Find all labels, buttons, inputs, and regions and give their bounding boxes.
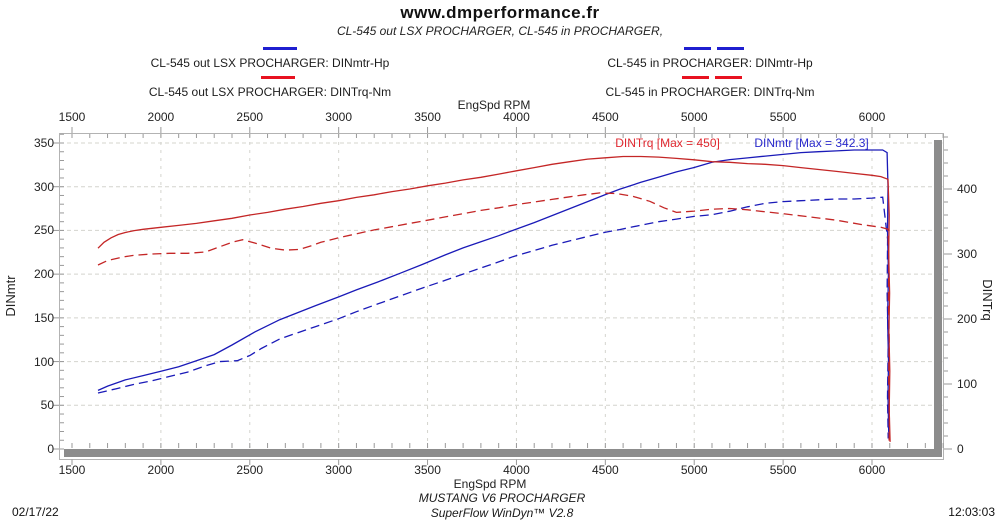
legend-swatch-in-hp-dashed-line xyxy=(684,47,711,50)
vertical-scrollbar xyxy=(934,140,942,457)
legend-label-out-hp: CL-545 out LSX PROCHARGER: DINmtr-Hp xyxy=(150,56,390,70)
legend-swatch-out-hp-solid-line xyxy=(263,47,297,50)
y-axis-label-right: DINTrq xyxy=(980,279,995,321)
curve-power-dashed xyxy=(97,196,889,439)
footer-time: 12:03:03 xyxy=(948,505,995,519)
curve-torque-solid xyxy=(97,155,891,442)
torque-max-annotation: DINTrq [Max = 450] xyxy=(615,136,720,150)
plot-border xyxy=(59,133,944,460)
footer-vehicle-name: MUSTANG V6 PROCHARGER xyxy=(418,491,586,505)
legend-swatch-in-hp-dashed-line xyxy=(717,47,744,50)
legend-swatch-out-trq-solid-line xyxy=(261,76,295,79)
legend-swatch-in-trq-dashed-line xyxy=(715,76,742,79)
page-title: www.dmperformance.fr xyxy=(400,3,600,22)
legend-label-out-trq: CL-545 out LSX PROCHARGER: DINTrq-Nm xyxy=(148,85,392,99)
legend-swatch-in-trq-dashed-line xyxy=(682,76,709,79)
x-axis-label-bottom: EngSpd RPM xyxy=(453,477,527,491)
legend-label-in-trq: CL-545 in PROCHARGER: DINTrq-Nm xyxy=(605,85,815,99)
curve-power-solid xyxy=(97,149,890,433)
curve-torque-dashed xyxy=(97,192,891,441)
horizontal-scrollbar xyxy=(64,449,942,457)
footer-software-version: SuperFlow WinDyn™ V2.8 xyxy=(430,506,574,520)
footer-date: 02/17/22 xyxy=(12,505,59,519)
power-max-annotation: DINmtr [Max = 342.3] xyxy=(754,136,869,150)
report-subtitle: CL-545 out LSX PROCHARGER, CL-545 in PRO… xyxy=(336,24,664,38)
legend-label-in-hp: CL-545 in PROCHARGER: DINmtr-Hp xyxy=(607,56,813,70)
y-axis-label-left: DINmtr xyxy=(3,275,18,317)
x-axis-label-top: EngSpd RPM xyxy=(457,98,531,112)
